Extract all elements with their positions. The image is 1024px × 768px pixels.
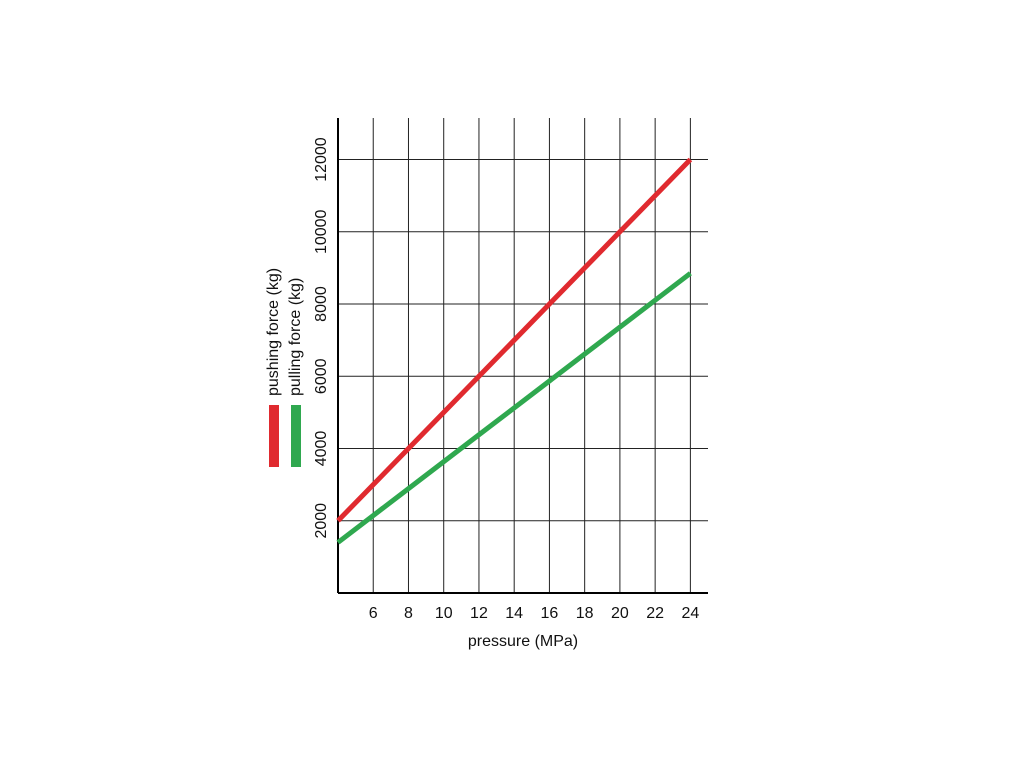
legend-label: pushing force (kg) (265, 268, 282, 396)
y-tick-label: 4000 (313, 431, 330, 467)
x-tick-label: 10 (435, 605, 453, 622)
legend-swatch (291, 405, 301, 467)
y-tick-label: 6000 (313, 358, 330, 394)
y-tick-label: 12000 (313, 137, 330, 182)
legend-label: pulling force (kg) (287, 278, 304, 396)
x-tick-label: 6 (369, 605, 378, 622)
y-tick-label: 10000 (313, 209, 330, 254)
x-tick-label: 22 (646, 605, 664, 622)
y-tick-label: 2000 (313, 503, 330, 539)
x-tick-label: 20 (611, 605, 629, 622)
x-tick-label: 18 (576, 605, 594, 622)
x-tick-label: 24 (681, 605, 699, 622)
y-tick-label: 8000 (313, 286, 330, 322)
x-tick-label: 12 (470, 605, 488, 622)
x-tick-label: 16 (541, 605, 559, 622)
legend-swatch (269, 405, 279, 467)
x-tick-label: 8 (404, 605, 413, 622)
x-tick-label: 14 (505, 605, 523, 622)
data-line (336, 271, 692, 545)
data-line (336, 157, 693, 523)
x-axis-label: pressure (MPa) (468, 633, 578, 650)
